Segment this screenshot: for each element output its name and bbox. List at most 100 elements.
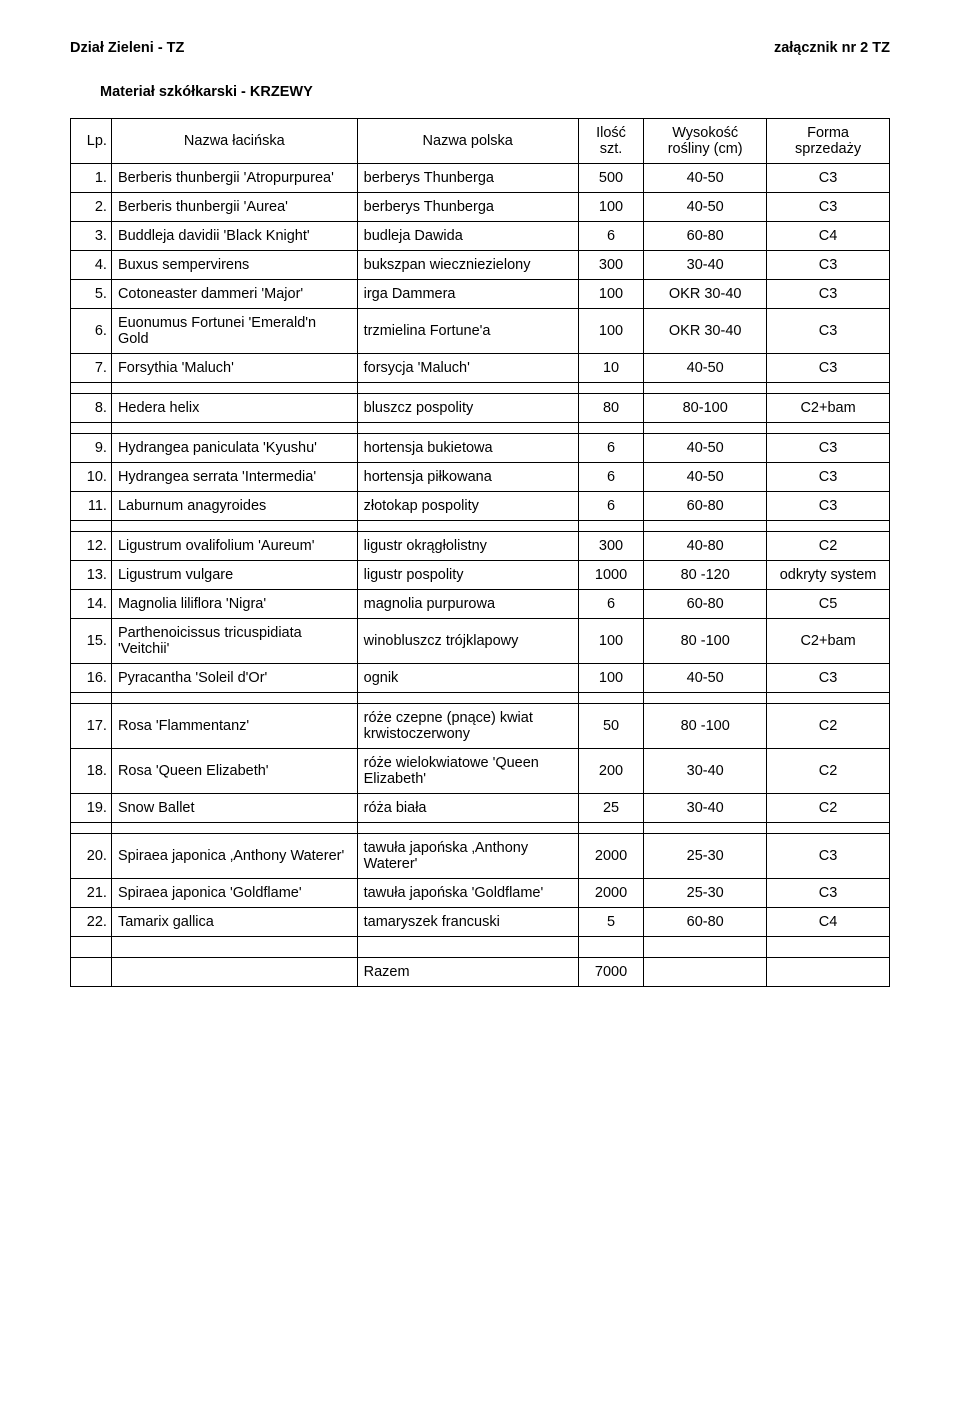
cell-lp: 1. [71,164,112,193]
cell-lp: 21. [71,879,112,908]
cell-latin: Spiraea japonica ‚Anthony Waterer' [111,834,357,879]
page-subtitle: Materiał szkółkarski - KRZEWY [100,84,890,100]
cell-polish: tamaryszek francuski [357,908,578,937]
cell-lp: 17. [71,704,112,749]
cell-polish: budleja Dawida [357,222,578,251]
cell-latin: Berberis thunbergii 'Aurea' [111,193,357,222]
cell-form: C3 [767,463,890,492]
table-row: 16.Pyracantha 'Soleil d'Or'ognik10040-50… [71,664,890,693]
cell-lp: 14. [71,590,112,619]
cell-height: 60-80 [644,908,767,937]
col-form: Forma sprzedaży [767,119,890,164]
cell-lp: 15. [71,619,112,664]
plants-table: Lp. Nazwa łacińska Nazwa polska Ilość sz… [70,118,890,987]
cell-qty: 300 [578,532,644,561]
table-row: 17.Rosa 'Flammentanz'róże czepne (pnące)… [71,704,890,749]
cell-form: C2 [767,704,890,749]
cell-lp: 19. [71,794,112,823]
cell-polish: róża biała [357,794,578,823]
table-row: 1.Berberis thunbergii 'Atropurpurea'berb… [71,164,890,193]
spacer-row [71,383,890,394]
cell-form: C2+bam [767,394,890,423]
cell-form: C3 [767,834,890,879]
cell-lp: 9. [71,434,112,463]
cell-form: C4 [767,908,890,937]
cell-height: OKR 30-40 [644,280,767,309]
cell-lp: 5. [71,280,112,309]
spacer-row [71,521,890,532]
table-body: 1.Berberis thunbergii 'Atropurpurea'berb… [71,164,890,987]
table-row: 12.Ligustrum ovalifolium 'Aureum'ligustr… [71,532,890,561]
cell-height: 30-40 [644,794,767,823]
cell-form: C3 [767,193,890,222]
spacer-row [71,823,890,834]
spacer-row [71,423,890,434]
table-row: 21.Spiraea japonica 'Goldflame'tawuła ja… [71,879,890,908]
cell-qty: 25 [578,794,644,823]
cell-form: C3 [767,434,890,463]
cell-latin: Spiraea japonica 'Goldflame' [111,879,357,908]
cell-qty: 6 [578,463,644,492]
cell-height: 60-80 [644,222,767,251]
cell-form: C4 [767,222,890,251]
cell-lp: 22. [71,908,112,937]
cell-qty: 500 [578,164,644,193]
cell-form: C3 [767,251,890,280]
cell-height: 60-80 [644,492,767,521]
cell-latin: Forsythia 'Maluch' [111,354,357,383]
total-label: Razem [357,958,578,987]
cell-qty: 6 [578,222,644,251]
cell-polish: berberys Thunberga [357,164,578,193]
cell-latin: Euonumus Fortunei 'Emerald'n Gold [111,309,357,354]
table-row: 22.Tamarix gallicatamaryszek francuski56… [71,908,890,937]
cell-form: C5 [767,590,890,619]
cell-lp: 3. [71,222,112,251]
cell-latin: Hedera helix [111,394,357,423]
table-row: 18.Rosa 'Queen Elizabeth'róże wielokwiat… [71,749,890,794]
cell-form: C3 [767,164,890,193]
cell-form: C2 [767,794,890,823]
cell-form: C3 [767,280,890,309]
cell-form: C3 [767,309,890,354]
cell-qty: 2000 [578,834,644,879]
cell-form: odkryty system [767,561,890,590]
cell-height: 40-50 [644,164,767,193]
cell-polish: ligustr pospolity [357,561,578,590]
cell-polish: złotokap pospolity [357,492,578,521]
cell-form: C2+bam [767,619,890,664]
cell-latin: Rosa 'Flammentanz' [111,704,357,749]
table-row: 4.Buxus sempervirensbukszpan wieczniezie… [71,251,890,280]
cell-lp: 11. [71,492,112,521]
cell-height: 40-80 [644,532,767,561]
cell-latin: Rosa 'Queen Elizabeth' [111,749,357,794]
cell-latin: Ligustrum vulgare [111,561,357,590]
cell-lp: 8. [71,394,112,423]
cell-polish: magnolia purpurowa [357,590,578,619]
cell-latin: Snow Ballet [111,794,357,823]
cell-polish: winobluszcz trójklapowy [357,619,578,664]
cell-height: OKR 30-40 [644,309,767,354]
table-row: 10.Hydrangea serrata 'Intermedia'hortens… [71,463,890,492]
cell-latin: Buxus sempervirens [111,251,357,280]
cell-qty: 80 [578,394,644,423]
col-lp: Lp. [71,119,112,164]
cell-latin: Buddleja davidii 'Black Knight' [111,222,357,251]
cell-qty: 6 [578,590,644,619]
col-latin: Nazwa łacińska [111,119,357,164]
cell-qty: 100 [578,664,644,693]
col-qty: Ilość szt. [578,119,644,164]
cell-polish: trzmielina Fortune'a [357,309,578,354]
cell-lp: 20. [71,834,112,879]
cell-latin: Cotoneaster dammeri 'Major' [111,280,357,309]
table-header-row: Lp. Nazwa łacińska Nazwa polska Ilość sz… [71,119,890,164]
cell-height: 25-30 [644,879,767,908]
cell-latin: Parthenoicissus tricuspidiata 'Veitchii' [111,619,357,664]
cell-lp: 16. [71,664,112,693]
cell-polish: ognik [357,664,578,693]
cell-height: 40-50 [644,664,767,693]
table-row: 15.Parthenoicissus tricuspidiata 'Veitch… [71,619,890,664]
cell-polish: forsycja 'Maluch' [357,354,578,383]
cell-qty: 5 [578,908,644,937]
table-row: 3.Buddleja davidii 'Black Knight'budleja… [71,222,890,251]
cell-qty: 6 [578,434,644,463]
